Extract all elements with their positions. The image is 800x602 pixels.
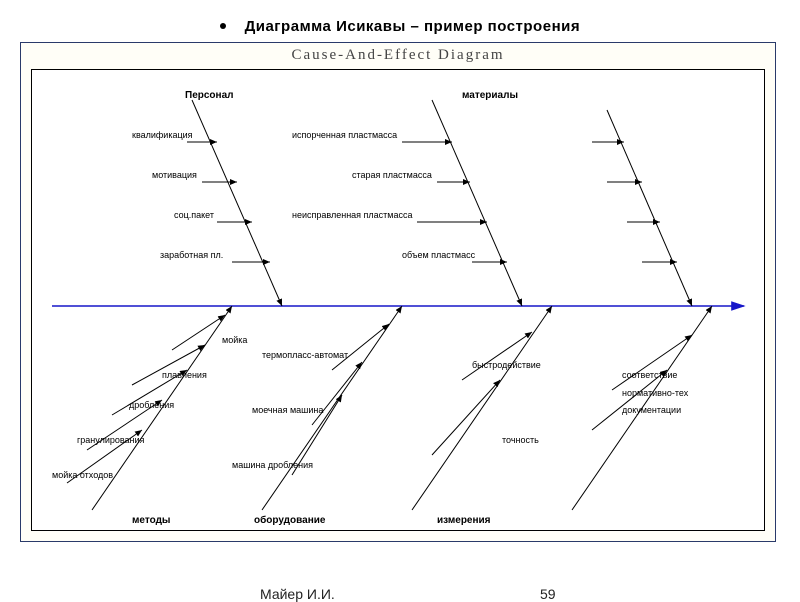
diagram-label: соответствие xyxy=(622,370,677,380)
diagram-label: заработная пл. xyxy=(160,250,223,260)
diagram-label: термопласс-автомат xyxy=(262,350,348,360)
diagram-label: мойка отходов xyxy=(52,470,113,480)
diagram-label: плавления xyxy=(162,370,207,380)
diagram-label: моечная машина xyxy=(252,405,323,415)
page-title: Диаграмма Исикавы – пример построения xyxy=(0,0,800,35)
diagram-label: точность xyxy=(502,435,539,445)
diagram-label: дробления xyxy=(129,400,174,410)
diagram-label: оборудование xyxy=(254,515,325,526)
diagram-canvas: Персонал материалы методы оборудование измер… xyxy=(31,69,765,531)
diagram-label: объем пластмасс xyxy=(402,250,475,260)
diagram-label: методы xyxy=(132,515,170,526)
diagram-label: мойка xyxy=(222,335,247,345)
diagram-label: гранулирования xyxy=(77,435,144,445)
diagram-label: быстродействие xyxy=(472,360,541,370)
diagram-label: неисправленная пластмасса xyxy=(292,210,413,220)
bullet-icon xyxy=(220,23,226,29)
page-title-text: Диаграмма Исикавы – пример построения xyxy=(245,18,581,35)
diagram-label: Персонал xyxy=(185,90,233,101)
diagram-title: Cause-And-Effect Diagram xyxy=(21,43,775,64)
diagram-label: соц.пакет xyxy=(174,210,214,220)
diagram-label: материалы xyxy=(462,90,518,101)
diagram-frame: Cause-And-Effect Diagram Персонал материа… xyxy=(20,42,776,542)
diagram-label: нормативно-тех xyxy=(622,388,688,398)
diagram-label: квалификация xyxy=(132,130,193,140)
diagram-label: старая пластмасса xyxy=(352,170,432,180)
diagram-label: документации xyxy=(622,405,681,415)
diagram-label: машина дробления xyxy=(232,460,313,470)
diagram-label: мотивация xyxy=(152,170,197,180)
diagram-label: измерения xyxy=(437,515,491,526)
diagram-label: испорченная пластмасса xyxy=(292,130,397,140)
